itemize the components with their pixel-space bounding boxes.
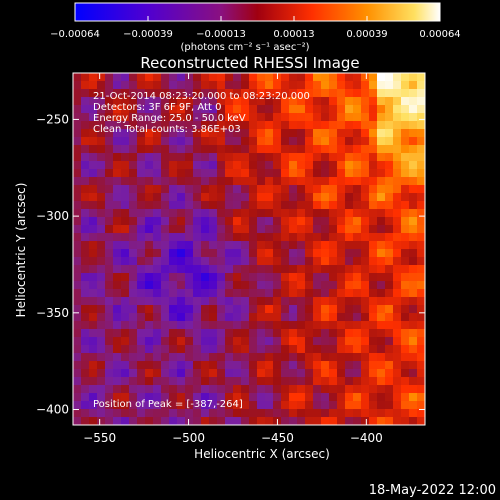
y-tick-label: −250: [36, 112, 69, 126]
plot-frame: [72, 72, 426, 426]
colorbar-tick-label: 0.00064: [419, 29, 460, 40]
x-tick-label: −400: [350, 431, 383, 445]
info-annotations: 21-Oct-2014 08:23:20.000 to 08:23:20.000…: [93, 91, 310, 410]
info-line-counts: Clean Total counts: 3.86E+03: [93, 124, 241, 135]
colorbar: [74, 2, 441, 22]
colorbar-ticks: −0.00064 −0.00039 −0.00013 0.00013 0.00039 0.…: [50, 16, 461, 40]
colorbar-tick-label: −0.00039: [123, 29, 173, 40]
axis-ticks: −550 −500 −450 −400 −400 −350 −300 −250: [36, 73, 425, 445]
y-axis-label: Heliocentric Y (arcsec): [14, 183, 28, 318]
y-tick-label: −300: [36, 209, 69, 223]
x-tick-label: −500: [172, 431, 205, 445]
heatmap-image: [73, 73, 425, 425]
colorbar-units-label: (photons cm⁻² s⁻¹ asec⁻²): [180, 42, 309, 53]
y-tick-label: −400: [36, 403, 69, 417]
y-tick-label: −350: [36, 306, 69, 320]
colorbar-tick-label: 0.00039: [346, 29, 387, 40]
info-line-time: 21-Oct-2014 08:23:20.000 to 08:23:20.000: [93, 91, 310, 102]
peak-position-label: Position of Peak = [-387,-264]: [93, 399, 243, 410]
colorbar-tick-label: −0.00013: [196, 29, 246, 40]
info-line-detectors: Detectors: 3F 6F 9F, Att 0: [93, 102, 221, 113]
footer-timestamp: 18-May-2022 12:00: [369, 483, 496, 498]
colorbar-tick-label: 0.00013: [273, 29, 314, 40]
x-tick-label: −550: [83, 431, 116, 445]
info-line-energy: Energy Range: 25.0 - 50.0 keV: [93, 113, 246, 124]
chart-title: Reconstructed RHESSI Image: [140, 54, 359, 72]
x-axis-label: Heliocentric X (arcsec): [194, 447, 330, 461]
colorbar-tick-label: −0.00064: [50, 29, 100, 40]
x-tick-label: −450: [261, 431, 294, 445]
